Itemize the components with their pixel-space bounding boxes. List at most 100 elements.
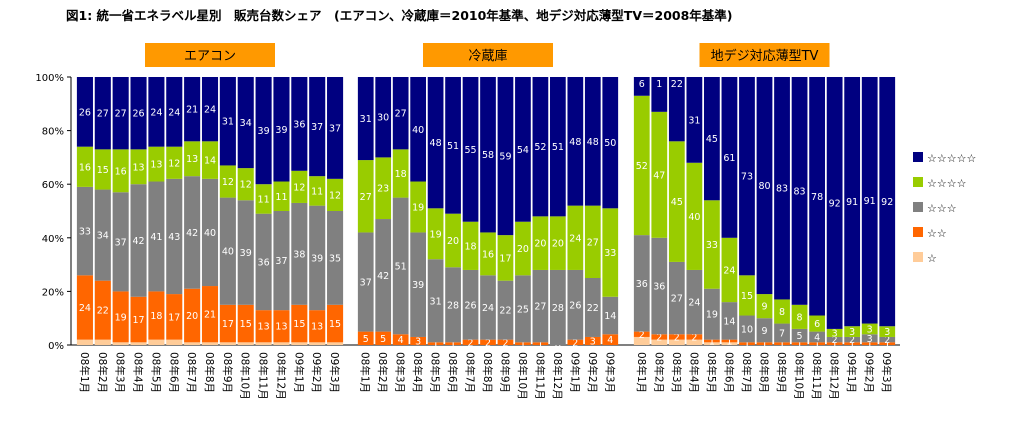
data-label: 5 bbox=[797, 331, 803, 342]
data-label: 1 bbox=[884, 339, 890, 350]
bar-segment bbox=[148, 339, 165, 345]
x-tick-label: 09年1月 bbox=[845, 352, 858, 393]
y-tick-label: 60% bbox=[42, 180, 64, 191]
data-label: 12 bbox=[293, 182, 305, 193]
data-label: 16 bbox=[115, 166, 127, 177]
bar-segment bbox=[686, 339, 703, 345]
data-label: 24 bbox=[79, 303, 91, 314]
data-label: 24 bbox=[150, 107, 162, 118]
x-tick-label: 08年4月 bbox=[687, 352, 700, 393]
data-label: 31 bbox=[360, 114, 372, 125]
data-label: 20 bbox=[552, 239, 564, 250]
data-label: 13 bbox=[132, 162, 144, 173]
bar-segment bbox=[532, 77, 549, 217]
data-label: 42 bbox=[377, 271, 389, 282]
data-label: 35 bbox=[329, 253, 341, 264]
data-label: 3 bbox=[415, 336, 421, 347]
y-tick-label: 80% bbox=[42, 127, 64, 138]
data-label: 83 bbox=[794, 186, 806, 197]
data-label: 37 bbox=[275, 256, 287, 267]
bar-segment bbox=[602, 334, 619, 345]
bar-segment bbox=[130, 296, 147, 343]
bar-segment bbox=[602, 296, 619, 335]
data-label: 26 bbox=[569, 300, 581, 311]
data-label: 4 bbox=[398, 335, 404, 346]
data-label: 5 bbox=[380, 334, 386, 345]
bar-segment bbox=[584, 77, 601, 206]
bar-segment bbox=[427, 77, 444, 209]
legend: ☆☆☆☆☆☆☆☆☆☆☆☆☆☆☆ bbox=[913, 152, 976, 265]
data-label: 78 bbox=[811, 192, 823, 203]
x-tick-label: 08年6月 bbox=[446, 352, 459, 393]
bar-segment bbox=[791, 328, 808, 343]
x-tick-label: 08年3月 bbox=[114, 352, 127, 393]
data-label: 45 bbox=[706, 134, 718, 145]
data-label: 22 bbox=[97, 306, 109, 317]
data-label: 3 bbox=[849, 327, 855, 338]
x-tick-label: 08年6月 bbox=[167, 352, 180, 393]
data-label: 15 bbox=[97, 165, 109, 176]
data-label: 51 bbox=[552, 142, 564, 153]
bar-segment bbox=[327, 304, 344, 343]
bar-segment bbox=[255, 342, 272, 345]
bar-segment bbox=[550, 269, 566, 345]
bar-segment bbox=[219, 342, 236, 345]
bar-segment bbox=[392, 149, 409, 198]
data-label: 27 bbox=[97, 109, 109, 120]
bar-segment bbox=[130, 149, 147, 185]
bar-segment bbox=[686, 162, 703, 270]
bar-segment bbox=[166, 294, 183, 340]
data-label: 21 bbox=[186, 105, 198, 116]
bar-segment bbox=[633, 95, 650, 236]
bar-segment bbox=[651, 339, 668, 345]
bar-segment bbox=[219, 165, 236, 198]
bar-segment bbox=[219, 197, 236, 305]
bar-segment bbox=[739, 275, 755, 316]
data-label: 1 bbox=[709, 336, 715, 347]
bar-segment bbox=[879, 336, 896, 343]
bar-segment bbox=[584, 205, 601, 278]
bar-segment bbox=[112, 291, 129, 343]
bar-segment bbox=[567, 269, 584, 340]
data-label: 20 bbox=[517, 244, 529, 255]
data-label: 31 bbox=[222, 117, 234, 128]
bar-segment bbox=[756, 318, 773, 343]
bar-segment bbox=[112, 192, 129, 292]
x-tick-label: 08年5月 bbox=[429, 352, 442, 393]
data-label: 27 bbox=[587, 237, 599, 248]
bar-segment bbox=[184, 176, 201, 289]
data-label: 17 bbox=[499, 253, 511, 264]
bar-segment bbox=[410, 181, 426, 233]
bar-segment bbox=[633, 235, 650, 332]
bar-segment bbox=[94, 339, 111, 345]
data-label: 42 bbox=[132, 236, 144, 247]
data-label: 19 bbox=[430, 229, 442, 240]
bar-segment bbox=[809, 342, 825, 345]
data-label: 26 bbox=[79, 107, 91, 118]
bar-segment bbox=[686, 269, 703, 335]
x-tick-label: 08年2月 bbox=[96, 352, 109, 393]
x-tick-label: 09年1月 bbox=[568, 352, 581, 393]
data-label: 41 bbox=[150, 232, 162, 243]
bar-segment bbox=[357, 77, 374, 161]
bar-segment bbox=[184, 77, 201, 142]
data-label: 61 bbox=[723, 153, 735, 164]
data-label: 37 bbox=[329, 123, 341, 134]
bar-segment bbox=[309, 205, 326, 311]
data-label: 18 bbox=[395, 169, 407, 180]
data-label: 24 bbox=[482, 303, 494, 314]
data-label: 48 bbox=[569, 137, 581, 148]
bar-segment bbox=[112, 149, 129, 193]
legend-label: ☆☆☆ bbox=[927, 202, 957, 215]
bar-segment bbox=[309, 176, 326, 206]
bar-segment bbox=[166, 339, 183, 345]
data-label: 58 bbox=[482, 150, 494, 161]
panel-title-box bbox=[423, 43, 553, 67]
bar-segment bbox=[774, 77, 790, 300]
bar-segment bbox=[94, 77, 111, 150]
bar-segment bbox=[392, 334, 409, 345]
bar-segment bbox=[515, 342, 531, 345]
bar-segment bbox=[826, 342, 843, 345]
data-label: 15 bbox=[329, 319, 341, 330]
data-label: 18 bbox=[464, 241, 476, 252]
